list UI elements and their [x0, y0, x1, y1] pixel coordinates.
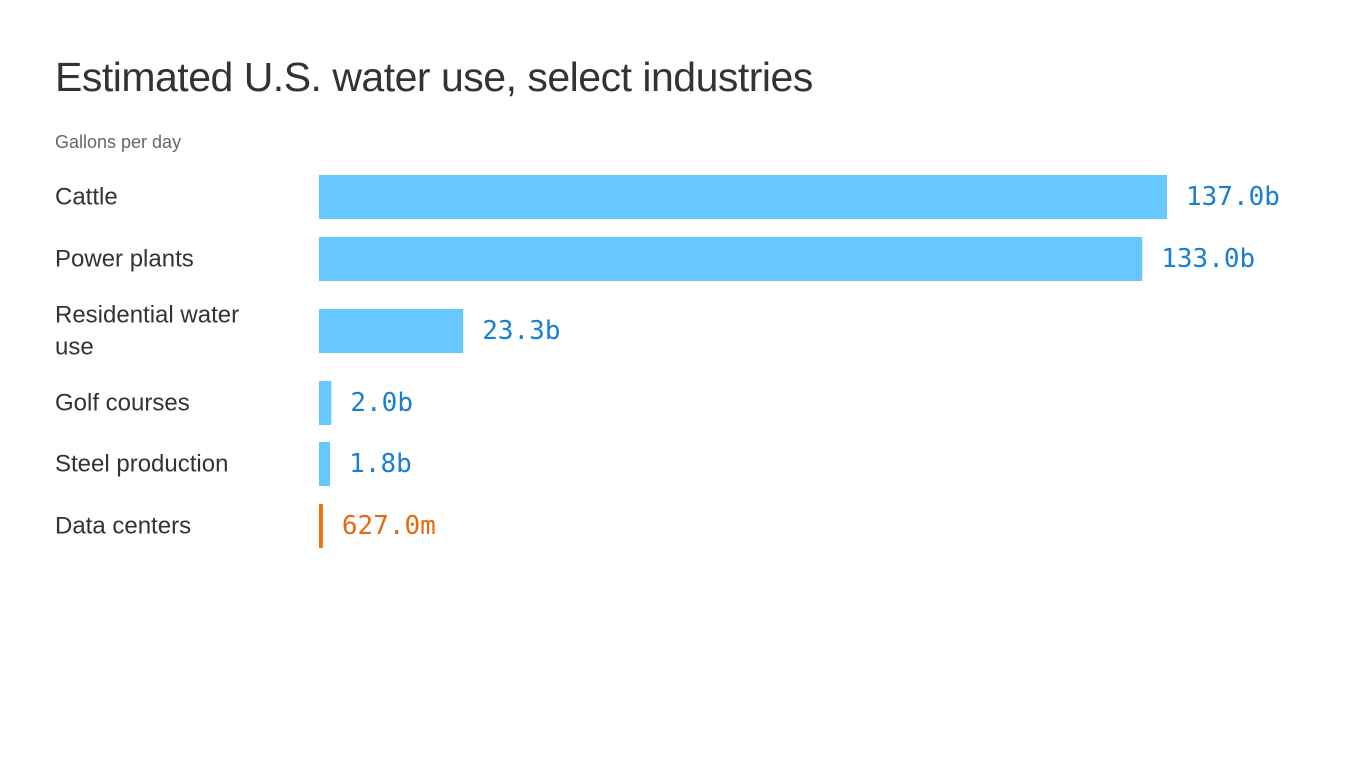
category-label-line: Data centers	[55, 513, 191, 540]
bar	[319, 381, 332, 425]
category-label: Cattle	[55, 184, 118, 211]
category-label: Golf courses	[55, 390, 190, 417]
category-label-line: Residential water	[55, 302, 239, 329]
category-label-line: Power plants	[55, 246, 194, 273]
value-label: 2.0b	[350, 388, 413, 418]
value-label: 137.0b	[1186, 182, 1280, 212]
category-label: Steel production	[55, 451, 228, 478]
bar	[319, 309, 464, 353]
bar	[319, 175, 1167, 219]
value-label: 1.8b	[349, 449, 412, 479]
category-label: Data centers	[55, 513, 191, 540]
bar	[319, 237, 1143, 281]
bar	[319, 504, 323, 548]
category-label-line: use	[55, 334, 94, 361]
bar	[319, 442, 331, 486]
chart-subtitle: Gallons per day	[55, 132, 182, 152]
category-label-line: Cattle	[55, 184, 118, 211]
category-label: Power plants	[55, 246, 194, 273]
category-label-line: Golf courses	[55, 390, 190, 417]
category-label: Residential water use	[55, 302, 239, 361]
value-label: 627.0m	[342, 511, 436, 541]
chart-title: Estimated U.S. water use, select industr…	[55, 54, 813, 100]
value-label: 23.3b	[482, 316, 560, 346]
category-label-line: Steel production	[55, 451, 228, 478]
value-label: 133.0b	[1161, 244, 1255, 274]
